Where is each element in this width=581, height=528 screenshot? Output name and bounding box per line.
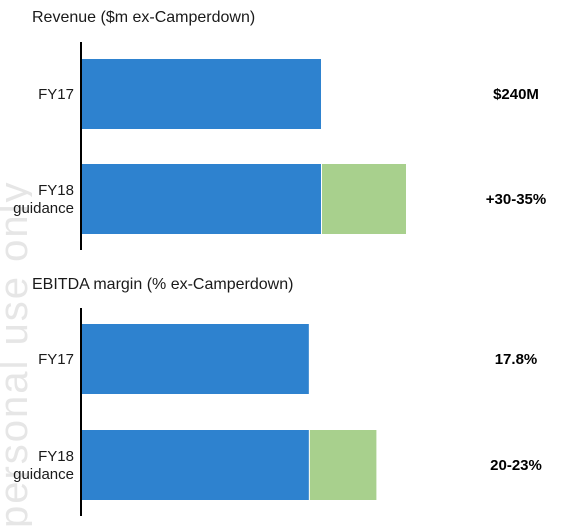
category-label: FY17	[38, 86, 74, 103]
data-label: 17.8%	[495, 351, 538, 368]
chart-title: Revenue ($m ex-Camperdown)	[32, 9, 255, 26]
revenue-chart: Revenue ($m ex-Camperdown) FY17 $240M FY18g…	[13, 9, 546, 250]
category-label: guidance	[13, 200, 74, 217]
data-label: 20-23%	[490, 457, 542, 474]
ebitda-chart: EBITDA margin (% ex-Camperdown) FY17 17.8%…	[13, 276, 542, 516]
bar-increment	[322, 164, 406, 234]
chart-title: EBITDA margin (% ex-Camperdown)	[32, 276, 293, 293]
bar-base	[82, 59, 322, 129]
category-label: FY18	[38, 182, 74, 199]
category-label: FY18	[38, 448, 74, 465]
category-label: guidance	[13, 466, 74, 483]
category-label: FY17	[38, 351, 74, 368]
bar-base	[82, 430, 310, 500]
data-label: $240M	[493, 86, 539, 103]
data-label: +30-35%	[486, 191, 546, 208]
bar-base	[82, 164, 322, 234]
bar-increment	[309, 430, 377, 500]
bar-base	[82, 324, 310, 394]
